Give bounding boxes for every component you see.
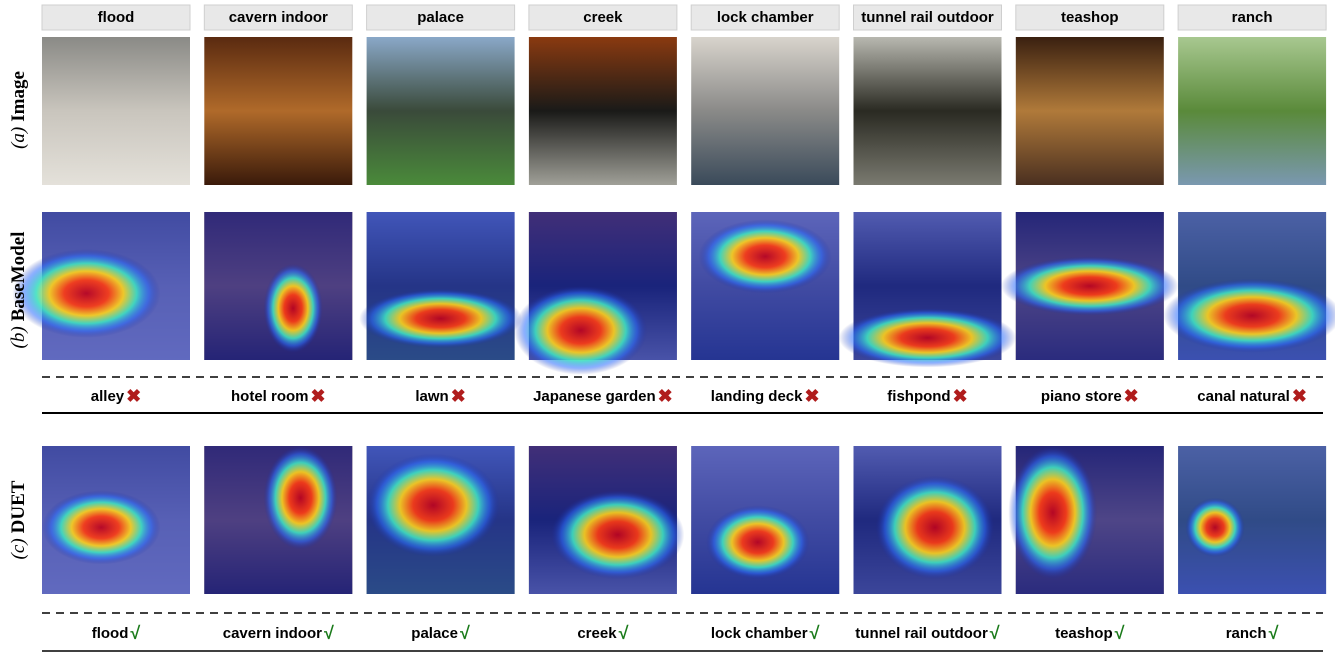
prediction-mark: √	[1269, 623, 1279, 643]
prediction-label: Japanese garden	[533, 388, 656, 405]
heatmap-hotspot	[366, 453, 500, 557]
prediction-label: creek	[577, 625, 617, 642]
header-box	[853, 4, 1002, 31]
row-tag: (b)	[8, 326, 29, 348]
row-label: (c) DUET	[8, 480, 29, 559]
heatmap-hotspot	[1163, 278, 1335, 353]
prediction: hotel room ✖	[231, 386, 326, 406]
scene-image	[1178, 37, 1327, 185]
scene-image	[691, 37, 840, 185]
prediction-label: canal natural	[1197, 388, 1290, 405]
prediction-label: lock chamber	[711, 625, 808, 642]
column-header: flood	[98, 9, 135, 26]
prediction-mark: ✖	[804, 386, 819, 406]
heatmap-hotspot	[41, 490, 161, 565]
prediction-label: alley	[91, 388, 125, 405]
scene-image	[528, 37, 677, 185]
column-header: teashop	[1061, 9, 1119, 26]
scene-image	[366, 37, 515, 185]
heatmap-hotspot	[551, 490, 685, 580]
column-header: creek	[583, 9, 623, 26]
prediction: lawn ✖	[415, 386, 465, 406]
heatmap-hotspot	[875, 475, 995, 580]
heatmap-hotspot	[514, 286, 648, 375]
row-label: (a) Image	[8, 71, 29, 149]
prediction: piano store ✖	[1041, 386, 1139, 406]
prediction: palace √	[411, 623, 470, 643]
scene-image	[1015, 37, 1164, 185]
prediction-label: lawn	[415, 388, 448, 405]
prediction: canal natural ✖	[1197, 386, 1307, 406]
header-box	[41, 4, 191, 31]
column-header: cavern indoor	[229, 9, 328, 26]
prediction-mark: √	[324, 623, 334, 643]
column-header: ranch	[1232, 9, 1273, 26]
heatmap-hotspot	[698, 219, 832, 294]
prediction: ranch √	[1226, 623, 1279, 643]
row-name: BaseModel	[8, 232, 29, 322]
heatmap-hotspot	[263, 446, 338, 550]
header-box	[366, 4, 516, 31]
prediction: cavern indoor √	[223, 623, 334, 643]
heatmap-hotspot	[263, 263, 323, 353]
prediction-label: palace	[411, 625, 458, 642]
scene-image	[204, 37, 353, 185]
header-box	[690, 4, 840, 31]
prediction-mark: ✖	[126, 386, 141, 406]
scene-image	[853, 37, 1002, 185]
prediction-label: piano store	[1041, 388, 1122, 405]
heatmap-hotspot	[838, 308, 1017, 368]
prediction-mark: √	[810, 623, 820, 643]
prediction: alley ✖	[91, 386, 141, 406]
column-header: lock chamber	[717, 9, 814, 26]
heatmap-hotspot	[1008, 445, 1098, 580]
row-label: (b) BaseModel	[8, 232, 29, 349]
prediction-label: tunnel rail outdoor	[855, 625, 988, 642]
prediction: Japanese garden ✖	[533, 386, 673, 406]
heatmap-hotspot	[1185, 497, 1245, 557]
prediction: tunnel rail outdoor √	[855, 623, 1000, 643]
prediction-label: flood	[92, 625, 129, 642]
prediction: teashop √	[1055, 623, 1125, 643]
column-header: palace	[417, 9, 464, 26]
heatmap-hotspot	[359, 288, 522, 349]
column-header: tunnel rail outdoor	[861, 9, 994, 26]
prediction-mark: √	[990, 623, 1000, 643]
prediction-mark: ✖	[1292, 386, 1307, 406]
prediction: creek √	[577, 623, 628, 643]
prediction-label: landing deck	[711, 388, 803, 405]
prediction-mark: ✖	[311, 386, 326, 406]
prediction: flood √	[92, 623, 141, 643]
prediction-mark: ✖	[1124, 386, 1139, 406]
prediction-mark: ✖	[451, 386, 466, 406]
prediction-mark: √	[460, 623, 470, 643]
prediction-label: cavern indoor	[223, 625, 322, 642]
heatmap-hotspot	[12, 249, 161, 338]
prediction-label: fishpond	[887, 388, 950, 405]
prediction-label: hotel room	[231, 388, 309, 405]
prediction-mark: √	[130, 623, 140, 643]
prediction-mark: ✖	[658, 386, 673, 406]
prediction-mark: ✖	[953, 386, 968, 406]
heatmap-hotspot	[706, 505, 810, 580]
row-name: Image	[8, 71, 29, 122]
scene-image	[42, 37, 190, 185]
prediction-label: ranch	[1226, 625, 1267, 642]
header-box	[203, 4, 353, 31]
prediction: landing deck ✖	[711, 386, 820, 406]
prediction-label: teashop	[1055, 625, 1113, 642]
header-box	[528, 4, 678, 31]
row-name: DUET	[8, 480, 29, 533]
row-tag: (c)	[8, 538, 29, 559]
header-box	[1015, 4, 1165, 31]
prediction-mark: √	[1115, 623, 1125, 643]
row-tag: (a)	[8, 127, 29, 149]
prediction: fishpond ✖	[887, 386, 967, 406]
prediction-mark: √	[619, 623, 629, 643]
header-box	[1177, 4, 1327, 31]
prediction: lock chamber √	[711, 623, 820, 643]
heatmap-hotspot	[1001, 256, 1179, 316]
